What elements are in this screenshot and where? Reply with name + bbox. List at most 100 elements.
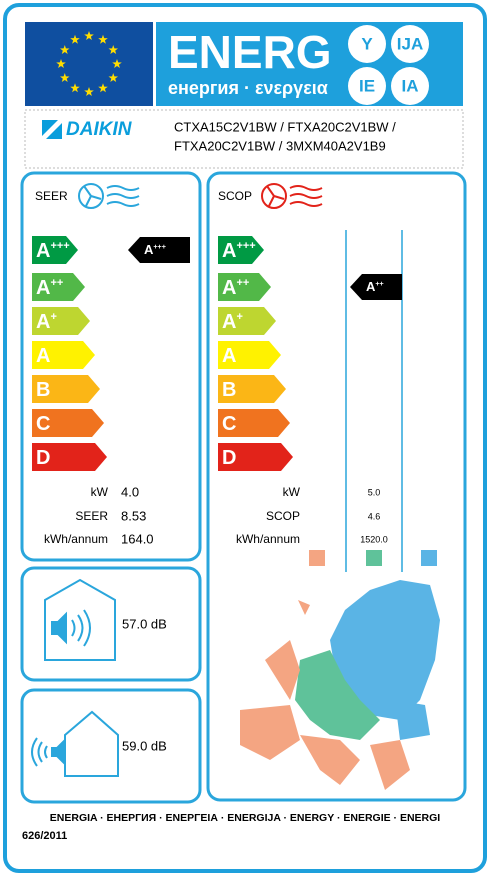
- outdoor-icon: [31, 710, 119, 777]
- spec-label: SEER: [75, 509, 108, 523]
- climate-map: [240, 580, 440, 790]
- eu-star: [98, 34, 108, 44]
- rating-label: A+++: [144, 242, 166, 257]
- suffix-text: Y: [361, 34, 373, 53]
- suffix-circle: [348, 67, 386, 105]
- spec-value: 8.53: [121, 508, 146, 523]
- class-sup: +++: [50, 240, 69, 252]
- eu-star: [70, 83, 80, 93]
- cooling-fan-icon: [78, 183, 140, 209]
- eu-star: [60, 45, 70, 54]
- class-label: A+++: [36, 240, 70, 262]
- class-arrow: [218, 409, 290, 437]
- class-sup: +++: [236, 240, 255, 252]
- class-sup: +: [50, 311, 56, 323]
- class-arrow: [32, 273, 85, 301]
- zone-colder: [309, 550, 325, 566]
- spec-value: 1520.0: [360, 534, 388, 544]
- class-label: C: [222, 413, 236, 435]
- class-arrow: [218, 443, 293, 471]
- class-arrow: [218, 375, 286, 403]
- suffix-text: IJA: [397, 34, 423, 53]
- eu-star: [70, 34, 80, 44]
- class-letter: A: [36, 311, 50, 333]
- suffix-circle: [391, 25, 429, 63]
- class-letter: D: [36, 447, 50, 469]
- suffix-badges: Y IJA IE IA: [348, 25, 429, 105]
- indoor-icon: [44, 578, 116, 661]
- suffix-text: IA: [402, 76, 419, 95]
- class-label: A+++: [222, 240, 256, 262]
- rating-label: A++: [366, 279, 384, 294]
- class-letter: A: [36, 240, 50, 262]
- spec-value: 4.0: [121, 484, 139, 499]
- class-letter: A: [222, 240, 236, 262]
- heating-label: SCOP: [218, 189, 252, 203]
- class-arrow: [32, 443, 107, 471]
- class-label: A++: [36, 277, 63, 299]
- label-border: [3, 3, 487, 873]
- class-label: B: [222, 379, 236, 401]
- eu-stars: [56, 31, 122, 96]
- eu-star: [98, 83, 108, 93]
- class-sup: +++: [153, 243, 166, 251]
- class-letter: D: [222, 447, 236, 469]
- class-letter: B: [36, 379, 50, 401]
- suffix-circle: [391, 67, 429, 105]
- zone-average: [366, 550, 382, 566]
- class-arrow: [218, 341, 281, 369]
- class-arrow: [32, 307, 90, 335]
- eu-star: [84, 31, 94, 40]
- indoor-noise-panel: [20, 566, 202, 682]
- heating-fan-icon: [261, 183, 323, 209]
- energ-title: ENERG: [168, 26, 332, 78]
- eu-star: [112, 59, 122, 68]
- class-label: A: [36, 345, 50, 367]
- spec-value: 4.6: [368, 511, 381, 521]
- class-letter: A: [222, 311, 236, 333]
- cooling-label: SEER: [35, 189, 68, 203]
- class-arrow: [32, 409, 104, 437]
- eu-star: [84, 87, 94, 96]
- class-sup: +: [236, 311, 242, 323]
- class-sup: ++: [375, 280, 383, 288]
- rating-pointer: [350, 274, 402, 300]
- daikin-logo-mark: [42, 120, 62, 139]
- class-arrow: [218, 273, 271, 301]
- energ-subtitle: енергия · ενεργεια: [168, 78, 328, 98]
- suffix-circle: [348, 25, 386, 63]
- spec-label: kW: [283, 485, 301, 499]
- class-letter: A: [222, 277, 236, 299]
- spec-value: 5.0: [368, 487, 381, 497]
- class-label: A: [222, 345, 236, 367]
- class-arrow: [32, 375, 100, 403]
- heating-panel: [206, 171, 467, 802]
- cooling-panel: [20, 171, 202, 562]
- class-letter: A: [222, 345, 236, 367]
- regulation: 626/2011: [22, 830, 67, 842]
- class-arrow: [32, 341, 95, 369]
- class-sup: ++: [236, 277, 249, 289]
- class-arrow: [218, 236, 264, 264]
- model-line: CTXA15C2V1BW / FTXA20C2V1BW /: [174, 119, 396, 134]
- model-line: FTXA20C2V1BW / 3MXM40A2V1B9: [174, 138, 386, 153]
- class-letter: A: [36, 277, 50, 299]
- spec-value: 164.0: [121, 531, 154, 546]
- footer-languages: ENERGIA · ЕНЕРГИЯ · ΕΝΕΡΓΕΙΑ · ENERGIJA …: [50, 812, 441, 824]
- spec-label: kWh/annum: [236, 532, 300, 546]
- class-sup: ++: [50, 277, 63, 289]
- class-letter: A: [366, 279, 376, 294]
- eu-star: [56, 59, 66, 68]
- eu-star: [108, 45, 118, 54]
- class-arrow: [218, 307, 276, 335]
- class-letter: A: [144, 242, 154, 257]
- spec-label: SCOP: [266, 509, 300, 523]
- class-label: D: [36, 447, 50, 469]
- spec-label: kW: [91, 485, 109, 499]
- suffix-text: IE: [359, 76, 375, 95]
- outdoor-noise-panel: [20, 688, 202, 804]
- class-label: C: [36, 413, 50, 435]
- class-letter: B: [222, 379, 236, 401]
- class-letter: C: [222, 413, 236, 435]
